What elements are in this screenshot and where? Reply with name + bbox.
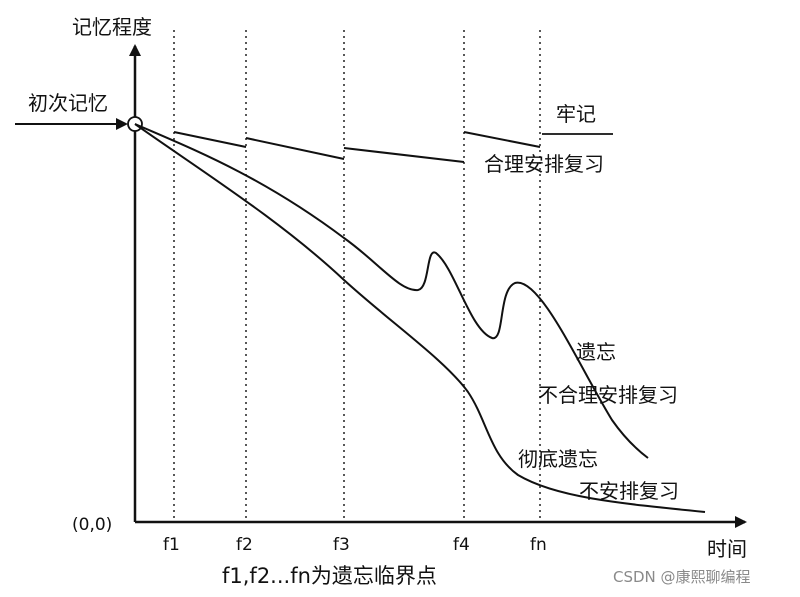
tick-label-f3: f3 xyxy=(333,535,350,555)
tick-label-fn: fn xyxy=(530,535,547,555)
no-review-label: 不安排复习 xyxy=(579,479,679,503)
y-axis-label: 记忆程度 xyxy=(72,15,152,39)
review-segment-2 xyxy=(245,137,345,160)
tick-label-f2: f2 xyxy=(236,535,253,555)
tick-label-f4: f4 xyxy=(453,535,470,555)
initial-memory-label: 初次记忆 xyxy=(28,91,108,115)
review-segment-4 xyxy=(463,131,541,148)
origin-label: (0,0) xyxy=(72,515,112,535)
review-segment-1 xyxy=(173,131,247,148)
unreasonable-review-label: 不合理安排复习 xyxy=(538,383,678,407)
remember-label: 牢记 xyxy=(556,102,596,126)
unreasonable-review-curve xyxy=(134,123,649,459)
tick-label-f1: f1 xyxy=(163,535,180,555)
review-segment-3 xyxy=(343,147,465,163)
reasonable-review-label: 合理安排复习 xyxy=(484,152,604,176)
no-review-curve xyxy=(134,123,706,513)
forget-label: 遗忘 xyxy=(576,340,616,364)
critical-points-caption: f1,f2...fn为遗忘临界点 xyxy=(222,564,437,588)
total-forget-label: 彻底遗忘 xyxy=(518,447,598,471)
x-axis-label: 时间 xyxy=(707,537,747,561)
watermark: CSDN @康熙聊编程 xyxy=(613,568,751,586)
